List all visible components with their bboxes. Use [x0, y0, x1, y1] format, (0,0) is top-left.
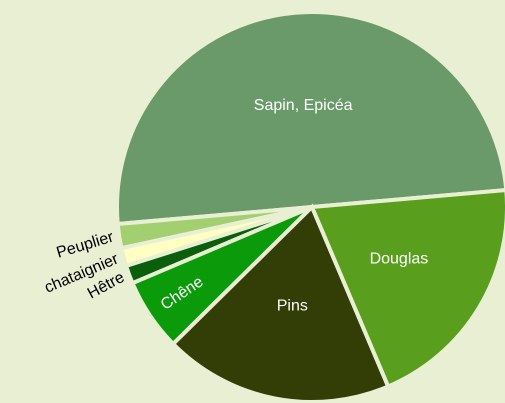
slice-label: Pins	[277, 298, 308, 315]
pie-slice	[309, 188, 505, 390]
slice-label: Douglas	[370, 250, 429, 267]
pie-slice	[170, 203, 391, 403]
slice-label: Sapin, Epicéa	[254, 97, 353, 114]
pie-slice	[115, 10, 505, 227]
